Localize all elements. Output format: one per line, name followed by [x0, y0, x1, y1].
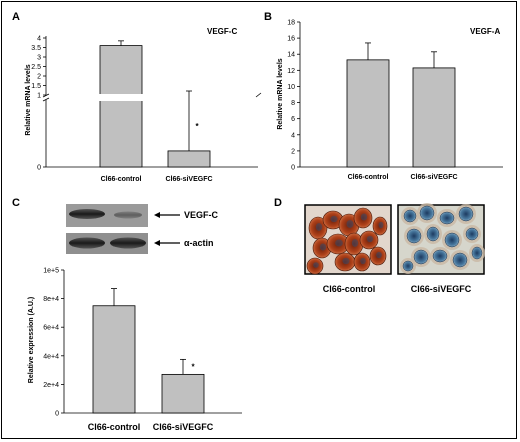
chart-c-ytick-label: 4e+4	[43, 353, 59, 360]
chart-b-title: VEGF-A	[470, 27, 500, 36]
chart-c: Relative expression (A.U.) 0 2e+4 4e+4 6e+4…	[28, 268, 242, 432]
micrographs: Cl66-control Cl66-siVEGFC	[304, 203, 485, 294]
blot-label-vegfc: VEGF-C	[184, 210, 219, 220]
panel-letter-b: B	[264, 11, 272, 23]
chart-b-ytick-label: 8	[291, 100, 295, 107]
chart-a-ytick-label: 2.5	[31, 64, 41, 71]
sivegfc-cell-nucleus	[439, 211, 455, 225]
control-cell-nucleus	[315, 223, 323, 231]
chart-b-ytick-label: 14	[287, 52, 295, 59]
chart-a-break-mark-right	[255, 92, 262, 98]
chart-a-ytick-label: 4	[37, 36, 41, 43]
blot-band-vegfc-sivegfc	[114, 211, 142, 219]
chart-b: Relative mRNA levels VEGF-A 0 2 4 6 8 10 12 14 1…	[277, 20, 503, 181]
chart-a-ytick-label: 0	[37, 165, 41, 172]
chart-a-bar-break-gap	[99, 94, 143, 101]
control-cell-nucleus	[360, 213, 368, 221]
chart-c-category-label: Cl66-siVEGFC	[153, 422, 214, 432]
chart-c-ytick-label: 2e+4	[43, 382, 59, 389]
control-cell-nucleus	[313, 262, 319, 268]
chart-b-ytick-label: 10	[287, 84, 295, 91]
western-blot: VEGF-C α-actin	[66, 204, 219, 254]
blot-label-actin: α-actin	[184, 238, 214, 248]
sivegfc-cell-nucleus	[413, 249, 429, 265]
control-cell-nucleus	[330, 215, 338, 223]
micrograph-label-control: Cl66-control	[323, 284, 376, 294]
micrograph-control-cells	[306, 207, 388, 275]
panel-letter-d: D	[274, 197, 282, 209]
chart-a-category-label: Cl66-siVEGFC	[165, 176, 212, 183]
sivegfc-cell-nucleus	[406, 228, 422, 244]
sivegfc-cell-nucleus	[458, 206, 474, 222]
chart-a-title: VEGF-C	[207, 27, 237, 36]
chart-a-ytick-label: 3	[37, 55, 41, 62]
chart-b-ytick-label: 18	[287, 20, 295, 27]
chart-b-ytick-label: 0	[291, 165, 295, 172]
sivegfc-cell-nucleus	[465, 227, 479, 241]
sivegfc-cell-nucleus	[452, 252, 468, 268]
sivegfc-cell-nucleus	[471, 246, 483, 260]
micrograph-sivegfc-cells	[400, 203, 485, 274]
chart-a-significance-label: *	[195, 122, 199, 131]
chart-b-ytick-label: 4	[291, 132, 295, 139]
chart-a: Relative mRNA levels VEGF-C 1 1.5 2 2.5 3 3.5…	[25, 27, 262, 183]
sivegfc-cell-nucleus	[432, 249, 448, 263]
control-cell-nucleus	[335, 239, 343, 247]
micrograph-label-sivegfc: Cl66-siVEGFC	[411, 284, 472, 294]
control-cell-nucleus	[360, 257, 366, 265]
chart-b-ytick-label: 12	[287, 68, 295, 75]
control-cell-nucleus	[346, 220, 354, 228]
control-cell-nucleus	[319, 243, 327, 251]
chart-b-category-label: Cl66-control	[348, 174, 389, 181]
chart-b-ylabel: Relative mRNA levels	[277, 58, 284, 129]
chart-a-bar	[167, 150, 211, 168]
control-cell-nucleus	[342, 257, 350, 265]
control-cell-nucleus	[376, 251, 382, 259]
chart-c-ytick-label: 1e+5	[43, 268, 59, 275]
chart-a-ylabel: Relative mRNA levels	[25, 64, 32, 135]
sivegfc-cell-nucleus	[403, 209, 417, 223]
chart-b-ytick-label: 2	[291, 148, 295, 155]
blot-band-actin-control	[69, 237, 105, 249]
panel-letter-a: A	[12, 11, 20, 23]
chart-c-ytick-label: 6e+4	[43, 325, 59, 332]
arrow-actin-icon	[154, 240, 160, 246]
chart-c-ytick-label: 0	[55, 411, 59, 418]
blot-band-actin-sivegfc	[110, 237, 146, 249]
chart-a-break-mark-2	[42, 97, 50, 102]
chart-a-ytick-label: 2	[37, 74, 41, 81]
control-cell-nucleus	[366, 235, 374, 243]
chart-b-category-label: Cl66-siVEGFC	[410, 174, 457, 181]
panel-letter-c: C	[12, 197, 20, 209]
control-cell-nucleus	[378, 221, 384, 229]
chart-c-bar	[161, 373, 205, 414]
blot-band-vegfc-control	[69, 209, 105, 219]
chart-b-bar	[412, 67, 456, 168]
chart-c-bar	[92, 305, 136, 414]
chart-c-category-label: Cl66-control	[88, 422, 141, 432]
chart-a-break-mark-1	[42, 93, 50, 98]
chart-c-significance-label: *	[191, 362, 195, 371]
sivegfc-cell-nucleus	[402, 260, 414, 272]
chart-a-ytick-label: 1.5	[31, 83, 41, 90]
chart-a-bar	[99, 45, 143, 168]
sivegfc-cell-nucleus	[444, 232, 460, 248]
chart-a-ytick-label: 3.5	[31, 45, 41, 52]
chart-b-bar	[346, 59, 390, 168]
chart-b-ytick-label: 16	[287, 36, 295, 43]
chart-c-ytick-label: 8e+4	[43, 296, 59, 303]
sivegfc-cell-nucleus	[419, 205, 435, 221]
chart-c-ylabel: Relative expression (A.U.)	[28, 297, 35, 383]
chart-b-ytick-label: 6	[291, 116, 295, 123]
chart-a-ytick-label: 1	[37, 93, 41, 100]
chart-a-category-label: Cl66-control	[101, 176, 142, 183]
sivegfc-cell-nucleus	[426, 226, 440, 242]
control-cell-nucleus	[351, 239, 359, 247]
arrow-vegfc-icon	[154, 212, 160, 218]
